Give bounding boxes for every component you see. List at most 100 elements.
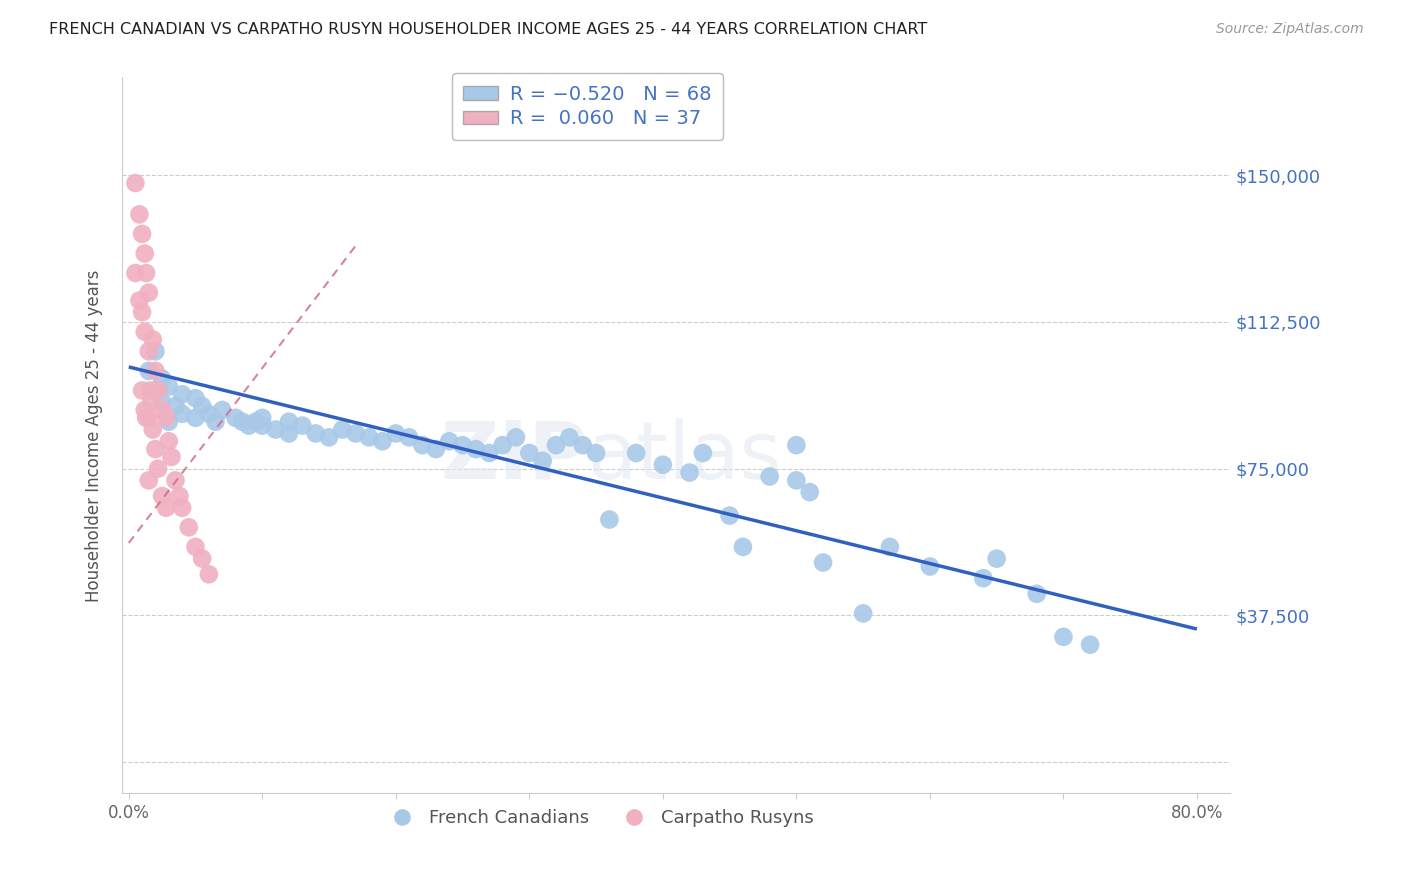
Point [718, 508, 741, 523]
Point [478, 446, 501, 460]
Y-axis label: Householder Income Ages 25 - 44 years: Householder Income Ages 25 - 44 years [86, 269, 103, 601]
Point [155, 410, 177, 425]
Point [211, 403, 233, 417]
Point [332, 423, 354, 437]
Point [138, 285, 160, 300]
Point [145, 364, 167, 378]
Point [172, 387, 194, 401]
Point [157, 434, 180, 449]
Point [1052, 630, 1074, 644]
Point [411, 438, 433, 452]
Point [252, 418, 274, 433]
Point [141, 395, 163, 409]
Point [157, 379, 180, 393]
Legend: French Canadians, Carpatho Rusyns: French Canadians, Carpatho Rusyns [377, 802, 821, 834]
Point [145, 442, 167, 456]
Point [160, 450, 183, 464]
Point [138, 344, 160, 359]
Point [124, 266, 146, 280]
Point [142, 423, 165, 437]
Text: FRENCH CANADIAN VS CARPATHO RUSYN HOUSEHOLDER INCOME AGES 25 - 44 YEARS CORRELAT: FRENCH CANADIAN VS CARPATHO RUSYN HOUSEH… [49, 22, 928, 37]
Point [264, 423, 287, 437]
Point [598, 512, 620, 526]
Point [165, 474, 187, 488]
Point [624, 446, 647, 460]
Point [1078, 638, 1101, 652]
Point [184, 410, 207, 425]
Point [172, 500, 194, 515]
Point [972, 571, 994, 585]
Point [344, 426, 367, 441]
Point [134, 246, 156, 260]
Point [138, 364, 160, 378]
Point [879, 540, 901, 554]
Point [134, 325, 156, 339]
Point [165, 399, 187, 413]
Point [145, 344, 167, 359]
Point [1025, 587, 1047, 601]
Point [852, 607, 875, 621]
Point [245, 415, 267, 429]
Point [986, 551, 1008, 566]
Point [135, 410, 157, 425]
Point [177, 520, 200, 534]
Point [531, 454, 554, 468]
Point [142, 333, 165, 347]
Point [128, 207, 150, 221]
Point [384, 426, 406, 441]
Point [544, 438, 567, 452]
Point [150, 489, 173, 503]
Point [305, 426, 328, 441]
Point [146, 384, 169, 398]
Point [184, 540, 207, 554]
Point [785, 438, 807, 452]
Point [238, 418, 260, 433]
Point [198, 407, 221, 421]
Point [371, 434, 394, 449]
Point [731, 540, 754, 554]
Point [184, 391, 207, 405]
Point [157, 415, 180, 429]
Point [150, 395, 173, 409]
Point [278, 415, 301, 429]
Point [291, 418, 314, 433]
Point [651, 458, 673, 472]
Point [169, 489, 191, 503]
Point [799, 485, 821, 500]
Point [231, 415, 253, 429]
Point [131, 384, 153, 398]
Point [451, 438, 474, 452]
Point [172, 407, 194, 421]
Text: ZIP: ZIP [440, 417, 588, 496]
Point [138, 410, 160, 425]
Point [204, 415, 226, 429]
Point [278, 426, 301, 441]
Point [150, 403, 173, 417]
Point [785, 474, 807, 488]
Point [318, 430, 340, 444]
Point [758, 469, 780, 483]
Point [198, 567, 221, 582]
Point [398, 430, 420, 444]
Point [225, 410, 247, 425]
Point [585, 446, 607, 460]
Point [359, 430, 381, 444]
Point [135, 266, 157, 280]
Point [146, 461, 169, 475]
Point [252, 410, 274, 425]
Text: atlas: atlas [588, 417, 782, 496]
Point [128, 293, 150, 308]
Point [425, 442, 447, 456]
Point [131, 305, 153, 319]
Point [678, 466, 700, 480]
Point [811, 556, 834, 570]
Point [558, 430, 581, 444]
Point [150, 372, 173, 386]
Point [131, 227, 153, 241]
Point [139, 384, 162, 398]
Point [437, 434, 460, 449]
Text: Source: ZipAtlas.com: Source: ZipAtlas.com [1216, 22, 1364, 37]
Point [692, 446, 714, 460]
Point [571, 438, 593, 452]
Point [464, 442, 486, 456]
